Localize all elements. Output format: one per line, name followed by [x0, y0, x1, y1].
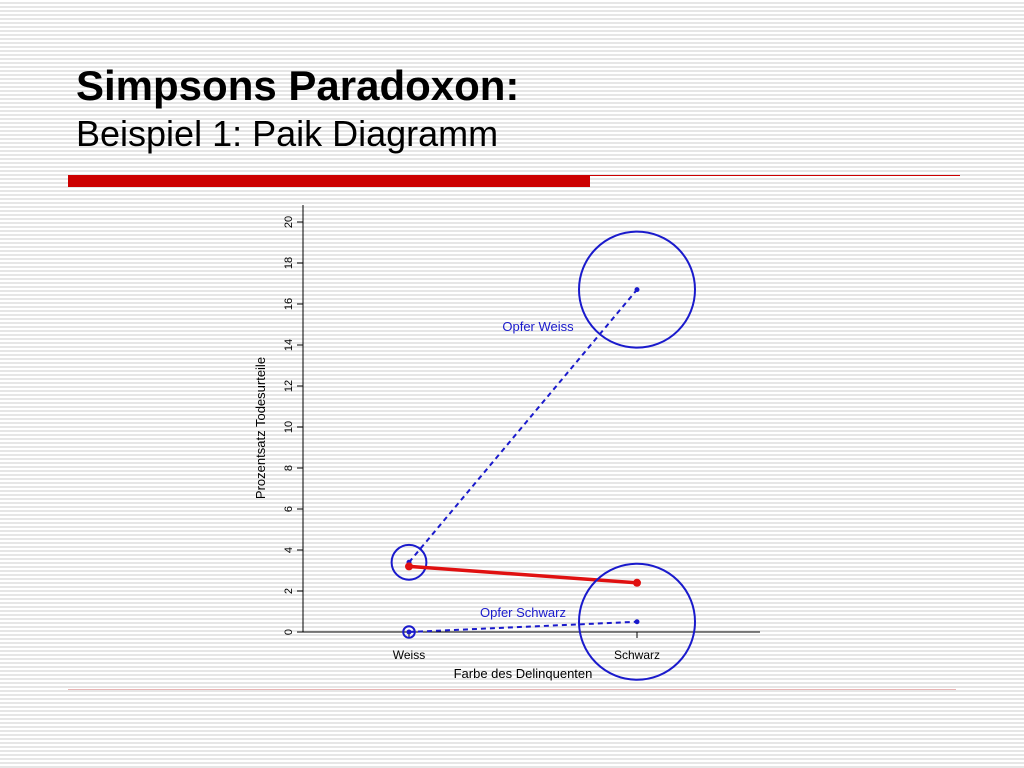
x-axis-title: Farbe des Delinquenten — [454, 666, 593, 681]
size-circle-2-0 — [402, 625, 416, 639]
y-tick-label: 8 — [283, 465, 295, 471]
size-circle-2-1 — [578, 562, 696, 681]
slide-subtitle: Beispiel 1: Paik Diagramm — [76, 113, 499, 154]
slide-title: Simpsons Paradoxon: — [76, 62, 520, 109]
y-tick-label: 14 — [283, 339, 295, 351]
y-tick-label: 12 — [283, 380, 295, 392]
data-point-1-0 — [405, 562, 413, 571]
x-tick-label-weiss: Weiss — [393, 648, 425, 662]
y-tick-label: 4 — [283, 547, 295, 553]
slide-title-block: Simpsons Paradoxon: Beispiel 1: Paik Dia… — [76, 60, 519, 156]
y-tick-label: 20 — [283, 216, 295, 228]
y-tick-label: 0 — [283, 629, 295, 635]
series-label-0: Opfer Weiss — [502, 319, 574, 334]
y-tick-label: 6 — [283, 506, 295, 512]
data-point-2-0 — [406, 629, 412, 635]
y-tick-label: 16 — [283, 298, 295, 310]
y-tick-label: 2 — [283, 588, 295, 594]
data-point-1-1 — [633, 578, 641, 587]
y-axis-title: Prozentsatz Todesurteile — [253, 357, 268, 499]
title-accent-bar — [68, 175, 590, 187]
data-point-0-1 — [634, 287, 640, 293]
x-tick-label-schwarz: Schwarz — [614, 648, 660, 662]
y-tick-label: 10 — [283, 421, 295, 433]
series-line-1 — [408, 564, 638, 585]
y-tick-label: 18 — [283, 257, 295, 269]
series-line-2 — [408, 620, 638, 633]
series-label-2: Opfer Schwarz — [480, 605, 566, 620]
title-accent-line — [590, 175, 960, 176]
data-point-2-1 — [634, 619, 640, 625]
footer-rule — [68, 689, 956, 690]
size-circle-0-0 — [390, 543, 428, 581]
size-circle-0-1 — [578, 230, 696, 349]
